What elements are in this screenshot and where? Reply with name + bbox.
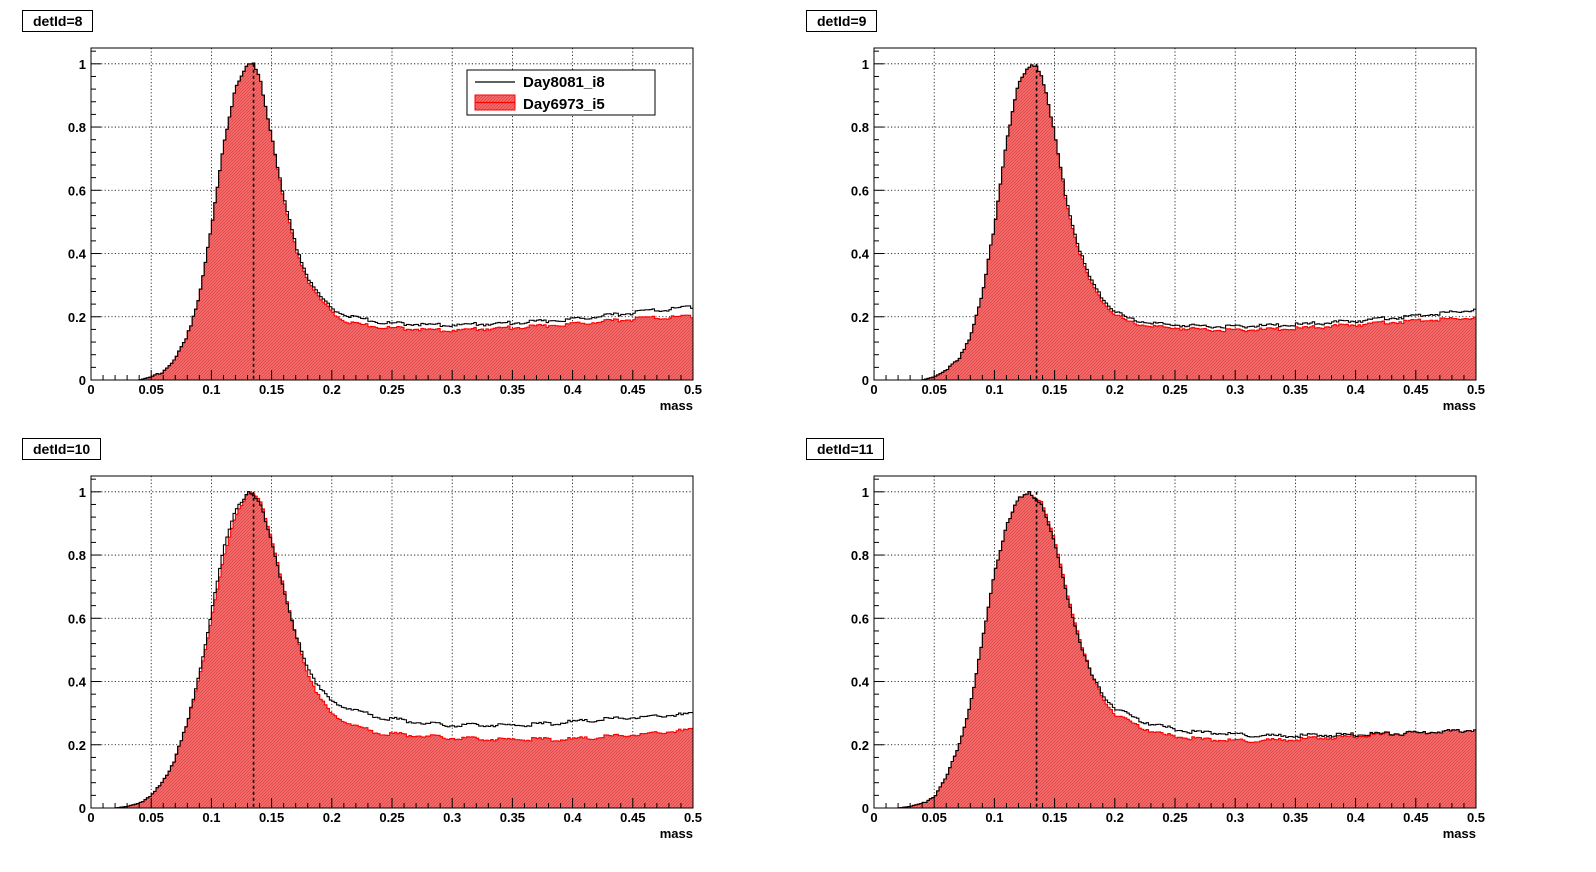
x-tick-label: 0.1: [202, 810, 220, 825]
x-tick-label: 0.1: [985, 382, 1003, 397]
y-tick-label: 1: [79, 485, 86, 500]
series-line-day8081-i8: [91, 491, 693, 808]
x-tick-label: 0.25: [379, 382, 404, 397]
x-tick-label: 0.2: [1106, 382, 1124, 397]
x-tick-label: 0: [870, 810, 877, 825]
x-tick-label: 0.2: [323, 382, 341, 397]
x-axis-label: mass: [1443, 826, 1476, 841]
x-tick-label: 0.45: [1403, 382, 1428, 397]
x-tick-label: 0.45: [620, 810, 645, 825]
chart-title: detId=9: [806, 10, 878, 32]
y-tick-label: 0.8: [851, 548, 869, 563]
x-tick-label: 0.15: [1042, 810, 1067, 825]
chart-svg: 0 0.05 0.1 0.15 0.2 0.25 0.3 0.35 0.4 0.45 0.5 0 0.2…: [68, 475, 702, 841]
series-fill-day6973-i5: [874, 64, 1476, 380]
x-tick-label: 0.5: [684, 382, 702, 397]
y-tick-label: 0.8: [851, 120, 869, 135]
chart-title: detId=10: [22, 438, 102, 460]
x-tick-label: 0.3: [1226, 382, 1244, 397]
y-tick-label: 0.8: [68, 120, 86, 135]
y-tick-label: 0.6: [68, 611, 86, 626]
x-tick-label: 0.35: [1283, 810, 1308, 825]
x-tick-label: 0.45: [620, 382, 645, 397]
y-tick-label: 0.2: [68, 310, 86, 325]
x-tick-label: 0.3: [443, 810, 461, 825]
x-tick-label: 0.3: [1226, 810, 1244, 825]
x-tick-label: 0: [87, 382, 94, 397]
x-axis-label: mass: [660, 398, 693, 413]
y-tick-label: 0.6: [851, 183, 869, 198]
y-tick-label: 0: [79, 373, 86, 388]
x-tick-label: 0.45: [1403, 810, 1428, 825]
x-tick-label: 0.25: [379, 810, 404, 825]
series-line-day8081-i8: [874, 64, 1476, 380]
y-tick-label: 0.4: [851, 247, 870, 262]
x-tick-label: 0.25: [1162, 810, 1187, 825]
y-tick-label: 0.2: [851, 310, 869, 325]
x-tick-label: 0.35: [1283, 382, 1308, 397]
x-tick-label: 0.15: [259, 382, 284, 397]
x-tick-label: 0.4: [1347, 382, 1366, 397]
series-fill-day6973-i5: [91, 491, 693, 808]
legend: Day8081_i8 Day6973_i5: [466, 69, 656, 116]
x-axis-label: mass: [660, 826, 693, 841]
x-tick-label: 0.4: [564, 810, 583, 825]
chart-pad-1: 0 0.05 0.1 0.15 0.2 0.25 0.3 0.35 0.4 0.45 0.5 0 0.2…: [0, 0, 780, 428]
x-tick-label: 0.15: [259, 810, 284, 825]
y-tick-label: 1: [79, 57, 86, 72]
chart-pad-3: 0 0.05 0.1 0.15 0.2 0.25 0.3 0.35 0.4 0.45 0.5 0 0.2…: [0, 428, 780, 856]
chart-title: detId=11: [806, 438, 885, 460]
chart-svg: 0 0.05 0.1 0.15 0.2 0.25 0.3 0.35 0.4 0.45 0.5 0 0.2…: [851, 47, 1485, 413]
x-tick-label: 0.05: [922, 382, 947, 397]
y-tick-label: 0.4: [851, 675, 870, 690]
x-tick-label: 0.5: [1467, 382, 1485, 397]
x-tick-label: 0.1: [985, 810, 1003, 825]
x-tick-label: 0.5: [1467, 810, 1485, 825]
y-tick-label: 1: [862, 485, 869, 500]
chart-pad-2: 0 0.05 0.1 0.15 0.2 0.25 0.3 0.35 0.4 0.45 0.5 0 0.2…: [783, 0, 1563, 428]
x-tick-label: 0: [870, 382, 877, 397]
y-tick-label: 0.8: [68, 548, 86, 563]
y-tick-label: 0.2: [851, 738, 869, 753]
x-tick-label: 0.25: [1162, 382, 1187, 397]
chart-svg: 0 0.05 0.1 0.15 0.2 0.25 0.3 0.35 0.4 0.45 0.5 0 0.2…: [851, 475, 1485, 841]
y-tick-label: 0.4: [68, 247, 87, 262]
x-tick-label: 0.05: [922, 810, 947, 825]
legend-label-day6973-i5: Day6973_i5: [523, 96, 605, 113]
series-line-day8081-i8: [91, 62, 693, 380]
y-tick-label: 0: [862, 801, 869, 816]
legend-label-day8081-i8: Day8081_i8: [523, 74, 605, 91]
chart-pad-4: 0 0.05 0.1 0.15 0.2 0.25 0.3 0.35 0.4 0.45 0.5 0 0.2…: [783, 428, 1563, 856]
x-tick-label: 0.1: [202, 382, 220, 397]
chart-svg: 0 0.05 0.1 0.15 0.2 0.25 0.3 0.35 0.4 0.45 0.5 0 0.2…: [68, 47, 702, 413]
x-tick-label: 0.2: [323, 810, 341, 825]
y-tick-label: 0.4: [68, 675, 87, 690]
x-tick-label: 0.2: [1106, 810, 1124, 825]
x-tick-label: 0: [87, 810, 94, 825]
x-tick-label: 0.35: [500, 382, 525, 397]
x-tick-label: 0.05: [139, 810, 164, 825]
series-fill-day6973-i5: [91, 63, 693, 380]
x-tick-label: 0.4: [1347, 810, 1366, 825]
x-tick-label: 0.05: [139, 382, 164, 397]
y-tick-label: 0: [862, 373, 869, 388]
x-tick-label: 0.5: [684, 810, 702, 825]
y-tick-label: 0.6: [68, 183, 86, 198]
series-line-day6973-i5: [91, 491, 693, 808]
y-tick-label: 1: [862, 57, 869, 72]
chart-title: detId=8: [22, 10, 94, 32]
x-tick-label: 0.35: [500, 810, 525, 825]
y-tick-label: 0: [79, 801, 86, 816]
x-tick-label: 0.4: [564, 382, 583, 397]
x-axis-label: mass: [1443, 398, 1476, 413]
series-fill-day6973-i5: [874, 491, 1476, 808]
series-line-day8081-i8: [874, 491, 1476, 808]
x-tick-label: 0.15: [1042, 382, 1067, 397]
y-tick-label: 0.6: [851, 611, 869, 626]
y-tick-label: 0.2: [68, 738, 86, 753]
x-tick-label: 0.3: [443, 382, 461, 397]
